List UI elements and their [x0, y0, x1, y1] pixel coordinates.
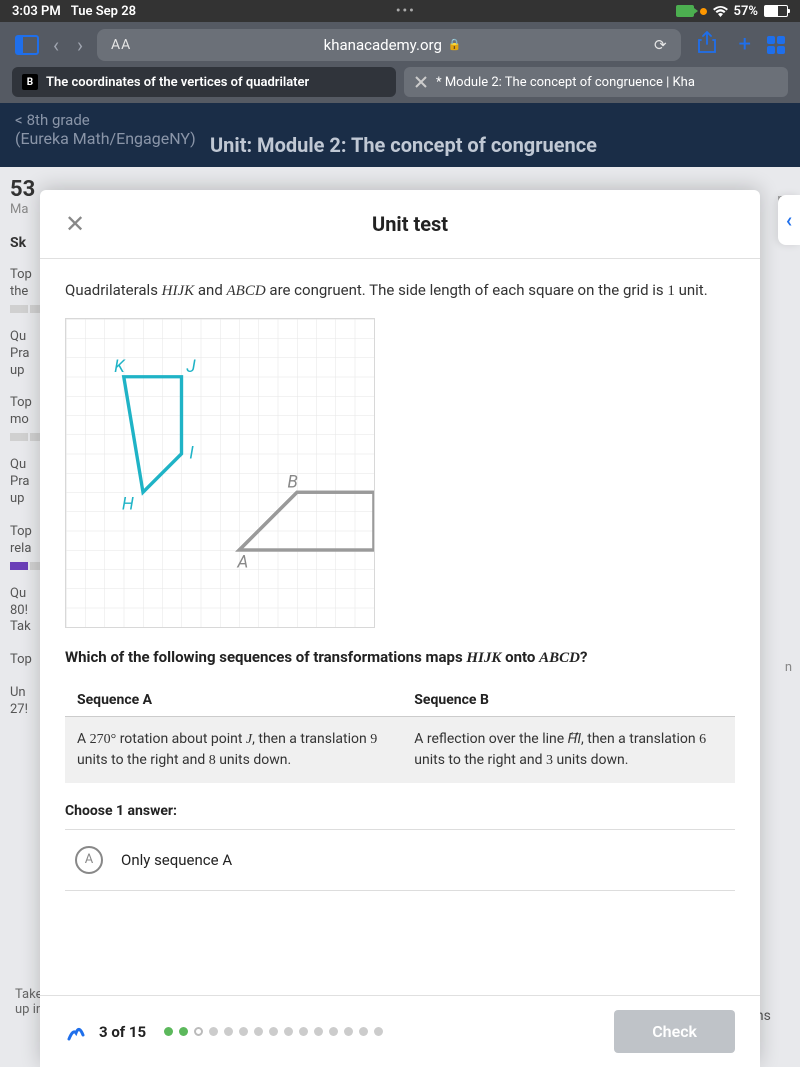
- progress-dot: [329, 1027, 338, 1036]
- side-panel-toggle[interactable]: ‹: [778, 195, 800, 245]
- progress-dot: [344, 1027, 353, 1036]
- progress-dot: [209, 1027, 218, 1036]
- unit-test-modal: ✕ Unit test Quadrilaterals HIJK and ABCD…: [40, 190, 760, 1067]
- share-button[interactable]: [691, 31, 723, 59]
- mic-indicator-icon: [700, 8, 707, 15]
- tab-title: * Module 2: The concept of congruence | …: [436, 75, 695, 90]
- progress-counter: 3 of 15: [99, 1023, 146, 1041]
- progress-dot: [284, 1027, 293, 1036]
- answer-option-a[interactable]: A Only sequence A: [65, 829, 735, 891]
- answer-text-a: Only sequence A: [121, 851, 232, 869]
- back-button[interactable]: ‹: [49, 29, 63, 61]
- address-bar[interactable]: AA khanacademy.org 🔒 ⟳: [97, 29, 680, 61]
- status-date: Tue Sep 28: [71, 4, 136, 19]
- check-button[interactable]: Check: [614, 1010, 735, 1053]
- wifi-icon: [713, 6, 728, 17]
- modal-footer: 3 of 15 Check: [40, 995, 760, 1067]
- unit-title: Unit: Module 2: The concept of congruenc…: [210, 129, 597, 157]
- seq-b-header: Sequence B: [402, 682, 735, 717]
- new-tab-button[interactable]: +: [733, 32, 757, 57]
- seq-b-cell: A reflection over the line ↔HI, then a t…: [402, 716, 735, 783]
- breadcrumb-text[interactable]: 8th grade: [27, 111, 90, 129]
- reload-button[interactable]: ⟳: [654, 36, 667, 54]
- tab-favicon: B: [22, 74, 38, 90]
- lock-icon: 🔒: [448, 38, 462, 51]
- progress-dot: [224, 1027, 233, 1036]
- progress-dot: [299, 1027, 308, 1036]
- progress-dot: [194, 1027, 203, 1036]
- streak-icon: [65, 1021, 87, 1043]
- status-bar: 3:03 PM Tue Sep 28 ••• 57%: [0, 0, 800, 22]
- progress-dot: [239, 1027, 248, 1036]
- progress-dot: [164, 1027, 173, 1036]
- progress-dot: [269, 1027, 278, 1036]
- sidebar-toggle-button[interactable]: [15, 35, 39, 55]
- text-size-button[interactable]: AA: [111, 37, 131, 53]
- status-time: 3:03 PM: [12, 4, 61, 19]
- page-header: < 8th grade (Eureka Math/EngageNY) Unit:…: [0, 103, 800, 167]
- progress-dot: [374, 1027, 383, 1036]
- modal-title: Unit test: [85, 212, 735, 236]
- progress-dot: [179, 1027, 188, 1036]
- svg-text:J: J: [186, 356, 196, 376]
- browser-tab-1[interactable]: B The coordinates of the vertices of qua…: [12, 67, 396, 97]
- svg-text:B: B: [287, 472, 297, 492]
- close-button[interactable]: ✕: [65, 210, 85, 238]
- svg-text:K: K: [114, 356, 126, 376]
- breadcrumb[interactable]: < 8th grade: [15, 111, 785, 129]
- subject-name: (Eureka Math/EngageNY): [15, 129, 210, 150]
- battery-percent: 57%: [734, 4, 758, 19]
- svg-text:A: A: [236, 552, 248, 572]
- tab-row: B The coordinates of the vertices of qua…: [0, 67, 800, 103]
- forward-button[interactable]: ›: [73, 29, 87, 61]
- close-icon[interactable]: [414, 75, 428, 89]
- chevron-left-icon: ‹: [786, 208, 792, 232]
- answer-radio-a[interactable]: A: [75, 846, 103, 874]
- breadcrumb-back-icon[interactable]: <: [15, 111, 23, 129]
- question-intro: Quadrilaterals HIJK and ABCD are congrue…: [65, 279, 735, 303]
- geometry-figure: K J I H B C A D: [65, 318, 375, 628]
- svg-text:I: I: [189, 443, 194, 463]
- progress-dot: [254, 1027, 263, 1036]
- progress-dot: [359, 1027, 368, 1036]
- tabs-overview-button[interactable]: [767, 36, 785, 54]
- seq-a-cell: A 270° rotation about point J, then a tr…: [65, 716, 402, 783]
- question-prompt: Which of the following sequences of tran…: [65, 648, 735, 667]
- multitasking-dots[interactable]: •••: [396, 4, 416, 19]
- progress-dot: [314, 1027, 323, 1036]
- tab-title: The coordinates of the vertices of quadr…: [46, 75, 309, 90]
- url-text: khanacademy.org: [324, 36, 442, 54]
- camera-indicator-icon: [676, 5, 694, 17]
- seq-a-header: Sequence A: [65, 682, 402, 717]
- browser-tab-2[interactable]: * Module 2: The concept of congruence | …: [404, 67, 788, 97]
- progress-dots: [164, 1027, 383, 1036]
- choose-answer-label: Choose 1 answer:: [65, 803, 735, 819]
- svg-text:H: H: [122, 494, 134, 514]
- battery-icon: [764, 5, 788, 17]
- sequence-table: Sequence A Sequence B A 270° rotation ab…: [65, 682, 735, 783]
- overflow-text: n: [785, 660, 792, 675]
- browser-toolbar: ‹ › AA khanacademy.org 🔒 ⟳ +: [0, 22, 800, 67]
